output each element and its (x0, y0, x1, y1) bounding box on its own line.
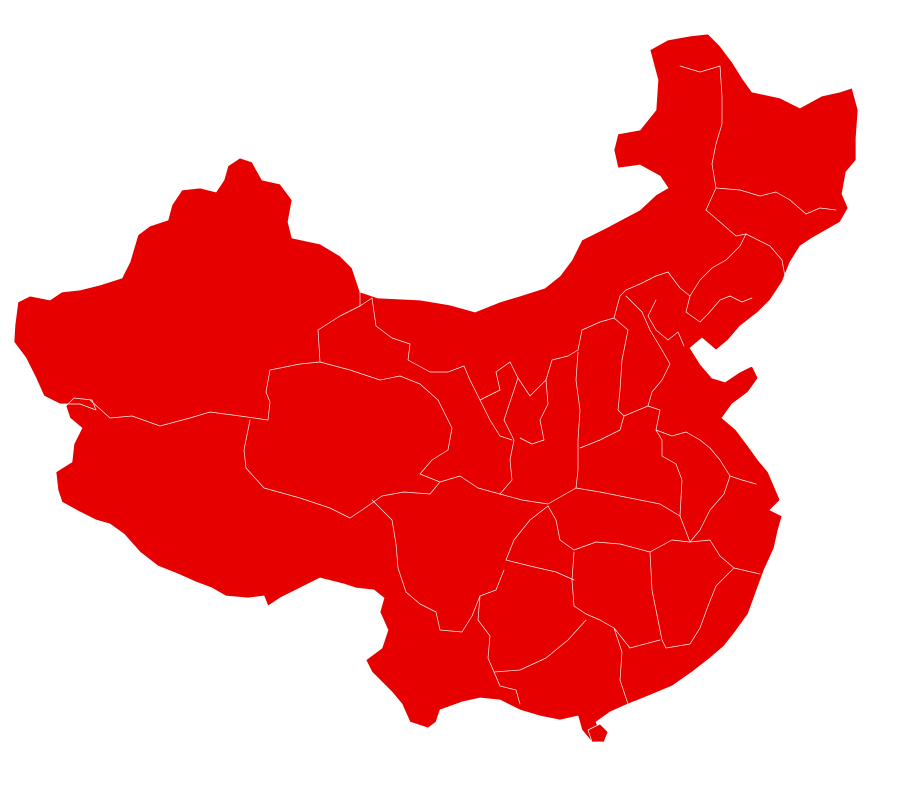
border-line (571, 551, 661, 649)
border-line (625, 233, 787, 297)
border-line (649, 551, 735, 649)
border-line (613, 317, 629, 417)
border-line (613, 627, 629, 705)
province-boundaries (89, 65, 837, 705)
border-line (371, 297, 501, 401)
border-line (495, 361, 519, 495)
border-line (705, 187, 837, 215)
border-line (575, 487, 681, 517)
border-line (493, 671, 521, 705)
border-line (579, 405, 661, 449)
border-line (499, 351, 581, 505)
border-line (685, 295, 753, 323)
border-line (655, 429, 683, 517)
border-line (655, 429, 757, 485)
border-line (679, 475, 731, 543)
hainan-island (587, 723, 609, 743)
border-line (505, 505, 575, 581)
border-line (519, 379, 549, 445)
border-line (625, 295, 671, 407)
border-line (89, 361, 321, 427)
china-landmass (13, 33, 859, 743)
border-line (517, 289, 627, 397)
border-line (243, 419, 441, 519)
border-line (705, 209, 747, 237)
border-line (317, 297, 373, 363)
border-line (647, 299, 685, 347)
border-line (479, 399, 513, 441)
border-line (679, 65, 723, 189)
border-line (319, 361, 501, 495)
